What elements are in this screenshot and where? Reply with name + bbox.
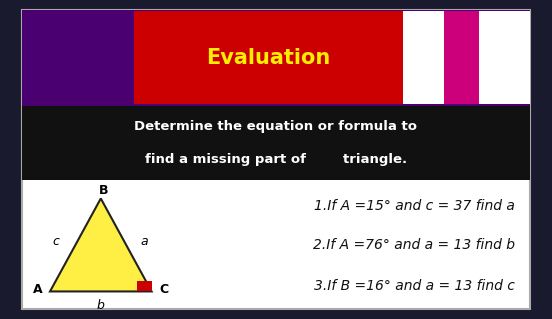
Text: find a missing part of        triangle.: find a missing part of triangle. — [145, 153, 407, 166]
Text: 2.If A =76° and a = 13 find b: 2.If A =76° and a = 13 find b — [312, 238, 514, 252]
Text: C: C — [159, 283, 168, 296]
Text: Evaluation: Evaluation — [206, 48, 331, 68]
Text: b: b — [97, 299, 105, 312]
Text: c: c — [52, 235, 60, 248]
Bar — [22, 10, 530, 106]
Text: Determine the equation or formula to: Determine the equation or formula to — [135, 120, 417, 133]
Text: B: B — [99, 184, 108, 197]
Text: 1.If A =15° and c = 37 find a: 1.If A =15° and c = 37 find a — [314, 199, 514, 213]
Polygon shape — [50, 198, 152, 292]
Bar — [444, 11, 479, 104]
Text: a: a — [141, 235, 148, 248]
Text: 3.If B =16° and a = 13 find c: 3.If B =16° and a = 13 find c — [314, 279, 514, 293]
Bar — [479, 11, 530, 104]
Bar — [134, 11, 403, 104]
Bar — [22, 106, 530, 181]
Text: A: A — [33, 283, 43, 296]
Bar — [403, 11, 444, 104]
Bar — [137, 281, 152, 292]
